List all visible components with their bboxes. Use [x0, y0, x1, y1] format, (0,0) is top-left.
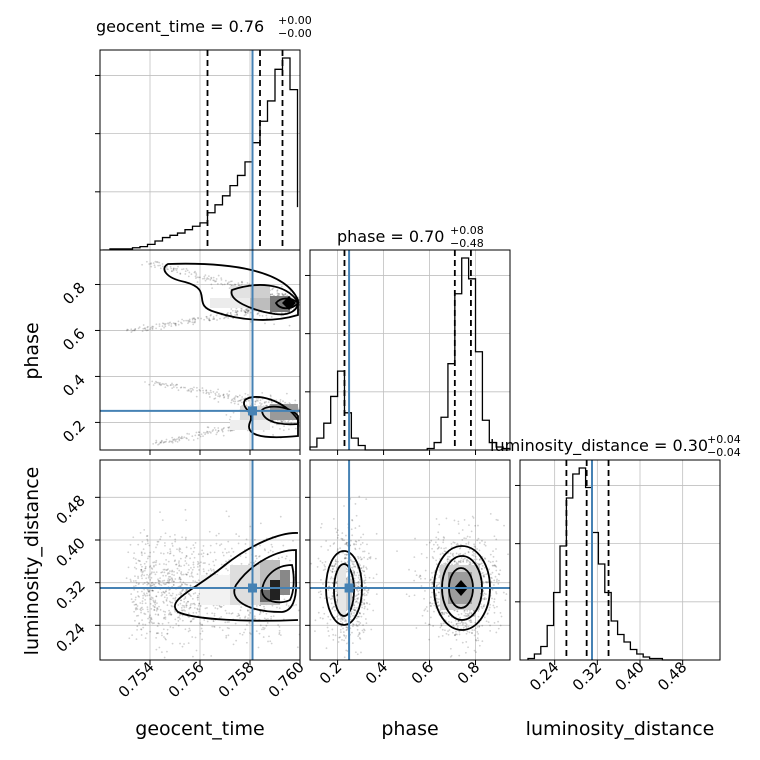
title-phase-minus: −0.48: [450, 237, 484, 250]
title-luminosity-distance: luminosity_distance = 0.30: [490, 436, 708, 456]
tick-label-x: 0.32: [569, 658, 605, 694]
xlabel-geocent-time: geocent_time: [135, 718, 264, 740]
density-peak: [282, 296, 296, 310]
title-phase: phase = 0.70: [337, 227, 444, 246]
title-phase-plus: +0.08: [450, 224, 484, 237]
panel-background: [310, 460, 510, 660]
density-cell: [250, 286, 270, 298]
panel-border: [99, 459, 301, 661]
tick-label-x: 0.8: [454, 658, 484, 688]
tick-label-y: 0.40: [52, 534, 88, 570]
density-cell: [260, 590, 270, 602]
density-cell: [270, 404, 298, 420]
truth-marker: [248, 583, 257, 593]
tick-label-y: 0.24: [52, 619, 88, 655]
tick-label-x: 0.760: [265, 658, 308, 701]
density-cell: [270, 580, 280, 600]
tick-label-y: 0.2: [59, 417, 89, 447]
tick-label-y: 0.32: [52, 577, 88, 613]
title-geocent-time-plus: +0.00: [278, 14, 312, 27]
title-geocent-time-minus: −0.00: [278, 27, 312, 40]
panel-luminosity_distance-luminosity_distance: [515, 459, 721, 665]
panel-border: [309, 459, 511, 661]
contour-line: [163, 262, 299, 321]
tick-label-y: 0.4: [59, 371, 89, 401]
tick-label-x: 0.4: [362, 658, 392, 688]
tick-label-y: 0.8: [59, 279, 89, 309]
contour-line: [174, 532, 299, 622]
density-cell: [338, 565, 346, 615]
panel-border: [99, 249, 301, 451]
xlabel-phase: phase: [381, 718, 438, 740]
xlabel-luminosity-distance: luminosity_distance: [526, 718, 715, 740]
panel-phase-phase: [305, 249, 511, 455]
panels: 0.754 0.756 0.758 0.760 0.2 0.4 0.6 0.8 0.24 0.32…: [52, 49, 721, 701]
title-luminosity-distance-minus: −0.04: [707, 446, 741, 459]
density-cell: [210, 298, 250, 308]
tick-label-x: 0.24: [526, 658, 562, 694]
tick-label-x: 0.48: [654, 658, 690, 694]
panel-background: [520, 460, 720, 660]
truth-marker: [248, 406, 257, 416]
panel-phase-luminosity_distance: [305, 459, 511, 665]
panel-border: [519, 459, 721, 661]
tick-label-x: 0.756: [165, 658, 208, 701]
panel-geocent_time-phase: [95, 249, 301, 455]
tick-label-y: 0.6: [59, 325, 89, 355]
tick-label-x: 0.758: [215, 658, 258, 701]
density-layer: [125, 260, 300, 446]
contour-line: [333, 563, 355, 617]
ylabel-luminosity-distance: luminosity_distance: [21, 467, 43, 656]
tick-label-x: 0.40: [611, 658, 647, 694]
tick-label-y: 0.48: [52, 491, 88, 527]
panel-geocent_time-geocent_time: [95, 49, 301, 255]
title-luminosity-distance-plus: +0.04: [707, 433, 741, 446]
tick-label-x: 0.6: [408, 658, 438, 688]
tick-label-x: 0.2: [316, 658, 346, 688]
title-geocent-time: geocent_time = 0.76: [96, 17, 264, 37]
histogram-line: [527, 467, 682, 661]
truth-marker: [344, 583, 354, 593]
panel-border: [309, 249, 511, 451]
tick-label-x: 0.754: [115, 658, 158, 701]
ylabel-phase: phase: [21, 322, 43, 379]
contour-line: [261, 564, 295, 604]
density-cell: [280, 570, 290, 595]
panel-background: [310, 250, 510, 450]
contour-line: [233, 549, 297, 613]
panel-geocent_time-luminosity_distance: [95, 459, 301, 665]
contour-line: [230, 284, 299, 316]
